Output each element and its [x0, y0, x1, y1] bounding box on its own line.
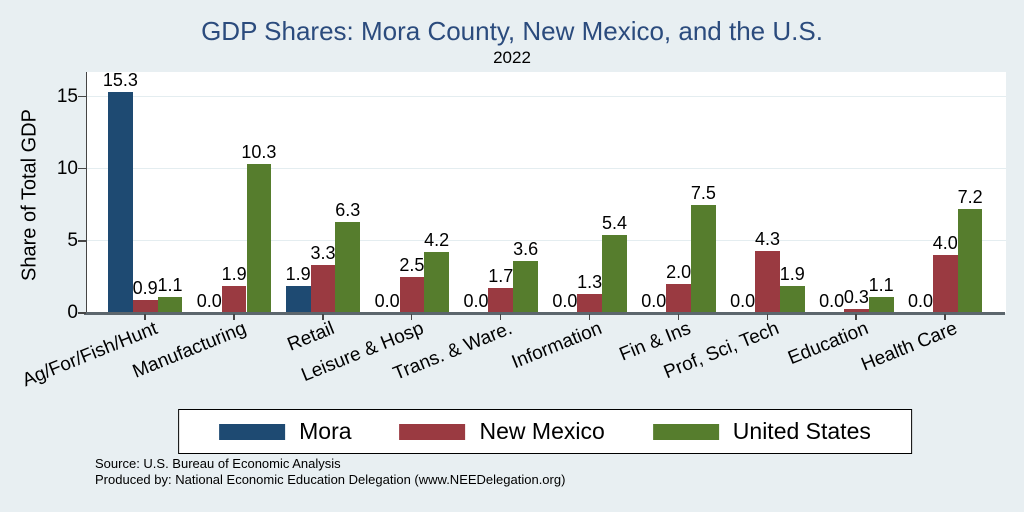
bar-united-states	[335, 222, 361, 313]
bar-new-mexico	[310, 265, 336, 313]
x-axis-tick	[677, 314, 680, 320]
x-axis-tick	[322, 314, 324, 320]
bar-united-states	[779, 285, 805, 313]
bar-value-label: 1.3	[577, 272, 603, 293]
bar-value-label: 0.0	[552, 291, 578, 311]
bar-value-label: 1.1	[868, 275, 894, 296]
bar-new-mexico	[844, 308, 869, 313]
bar-value-label: 10.3	[241, 142, 277, 163]
y-axis-tick	[78, 240, 86, 242]
legend-item-new-mexico: New Mexico	[399, 418, 605, 444]
chart-title: GDP Shares: Mora County, New Mexico, and…	[201, 16, 823, 46]
bar-value-label: 0.0	[196, 291, 222, 311]
y-axis-title: Share of Total GDP	[18, 109, 41, 281]
bar-united-states	[957, 209, 983, 313]
bar-new-mexico	[488, 288, 514, 313]
x-axis-tick	[855, 314, 857, 320]
bar-united-states	[424, 252, 450, 313]
bar-value-label: 0.0	[463, 291, 489, 311]
source-line: Source: U.S. Bureau of Economic Analysis	[95, 456, 341, 471]
x-axis-tick	[766, 314, 768, 320]
bar-united-states	[157, 297, 183, 313]
bar-value-label: 2.0	[666, 262, 692, 283]
bar-value-label: 3.6	[513, 239, 539, 260]
legend-swatch-mora	[219, 423, 286, 440]
legend-item-united-states: United States	[652, 418, 871, 444]
bar-new-mexico	[132, 300, 158, 313]
bar-value-label: 7.2	[957, 187, 983, 208]
bar-united-states	[513, 261, 538, 313]
plot-area: 15.3 0.9 1.1 0.0 1.9 10.3 1.9 3.3 6.3 0.0 2.5 4.2 0.…	[86, 70, 1006, 313]
bar-new-mexico	[399, 276, 425, 313]
legend: Mora New Mexico United States	[178, 409, 912, 454]
x-axis-line	[84, 312, 1005, 315]
y-axis-tick	[78, 95, 86, 98]
y-axis-tick-label: 5	[67, 229, 78, 251]
x-axis-tick	[944, 314, 946, 320]
legend-swatch-united-states	[652, 423, 719, 440]
y-axis-tick-label: 10	[56, 157, 78, 179]
bar-value-label: 0.9	[132, 278, 158, 299]
bar-value-label: 3.3	[310, 243, 336, 264]
bar-mora	[285, 285, 311, 313]
bar-value-label: 6.3	[335, 200, 361, 221]
bar-value-label: 0.0	[907, 291, 934, 311]
category-label: Health Care	[858, 318, 961, 376]
y-axis-tick-label: 15	[56, 85, 78, 107]
x-axis-tick	[499, 314, 502, 320]
bar-value-label: 15.3	[102, 70, 138, 91]
bar-value-label: 4.2	[424, 230, 450, 251]
bar-united-states	[246, 164, 272, 313]
x-axis-tick	[233, 314, 235, 320]
bar-united-states	[691, 204, 716, 313]
bar-value-label: 4.0	[932, 233, 958, 254]
bar-value-label: 0.0	[374, 291, 400, 311]
source-note: Source: U.S. Bureau of Economic Analysis…	[95, 456, 565, 487]
bar-value-label: 2.5	[399, 254, 425, 275]
bar-value-label: 0.0	[641, 291, 667, 311]
x-axis-tick	[144, 314, 146, 320]
bar-value-label: 0.3	[843, 286, 869, 307]
legend-label: United States	[732, 418, 871, 444]
x-axis-tick	[410, 314, 413, 320]
category-label: Information	[508, 318, 605, 374]
produced-by-line: Produced by: National Economic Education…	[95, 471, 566, 487]
bar-value-label: 0.0	[730, 291, 756, 311]
bar-new-mexico	[932, 255, 958, 313]
category-label: Retail	[284, 318, 338, 356]
gridline	[87, 95, 1006, 97]
bar-new-mexico	[221, 285, 247, 313]
bar-value-label: 0.0	[819, 291, 845, 311]
gridline	[87, 239, 1006, 241]
gridline	[87, 167, 1006, 169]
bar-value-label: 1.9	[285, 263, 311, 284]
legend-swatch-new-mexico	[399, 423, 466, 440]
bar-new-mexico	[666, 284, 691, 313]
y-axis-tick	[78, 312, 86, 314]
y-axis-tick	[78, 167, 86, 170]
bar-united-states	[602, 235, 627, 313]
legend-label: Mora	[299, 418, 352, 444]
legend-item-mora: Mora	[219, 418, 352, 444]
bar-value-label: 1.1	[157, 275, 183, 296]
bar-value-label: 1.9	[779, 263, 805, 284]
bar-value-label: 4.3	[754, 228, 781, 249]
x-axis-tick	[588, 314, 591, 320]
bar-new-mexico	[755, 250, 780, 313]
bar-value-label: 1.9	[221, 263, 247, 284]
category-label: Education	[785, 318, 872, 370]
bar-value-label: 7.5	[690, 182, 716, 203]
bar-mora	[108, 92, 133, 313]
bar-value-label: 1.7	[488, 266, 514, 287]
y-axis-tick-label: 0	[67, 302, 78, 323]
legend-label: New Mexico	[479, 418, 605, 444]
bar-value-label: 5.4	[601, 213, 628, 234]
bar-new-mexico	[577, 294, 603, 313]
chart-subtitle: 2022	[493, 48, 531, 67]
bar-united-states	[868, 297, 894, 313]
